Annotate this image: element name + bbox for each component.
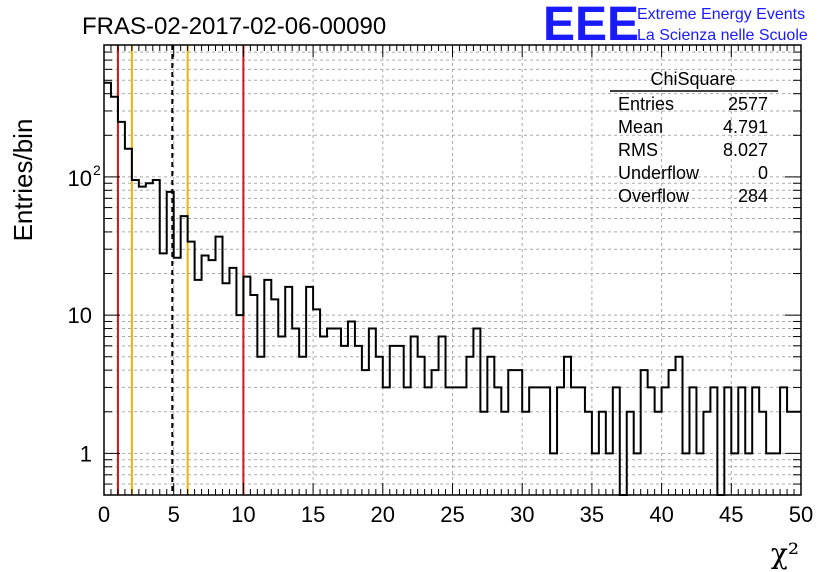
y-tick-label: 10	[68, 166, 92, 191]
x-tick-label: 0	[98, 502, 110, 527]
x-tick-label: 10	[231, 502, 255, 527]
stats-label: RMS	[618, 140, 658, 160]
y-tick-exponent: 2	[93, 162, 101, 178]
x-tick-label: 50	[789, 502, 813, 527]
x-tick-label: 40	[649, 502, 673, 527]
x-tick-label: 30	[510, 502, 534, 527]
logo-mark: EEE	[543, 0, 639, 51]
x-tick-label: 20	[371, 502, 395, 527]
stats-value: 2577	[728, 94, 768, 114]
y-tick-label: 10	[68, 303, 92, 328]
stats-title: ChiSquare	[650, 69, 735, 89]
y-axis-title: Entries/bin	[8, 119, 38, 242]
stats-label: Entries	[618, 94, 674, 114]
stats-label: Mean	[618, 117, 663, 137]
logo-line-1: Extreme Energy Events	[637, 6, 805, 23]
stats-value: 4.791	[723, 117, 768, 137]
logo-line-2: La Scienza nelle Scuole	[637, 27, 808, 44]
x-tick-label: 5	[168, 502, 180, 527]
x-tick-label: 25	[440, 502, 464, 527]
chart-title: FRAS-02-2017-02-06-00090	[82, 13, 386, 40]
x-axis-ticks: 0 5 10 15 20 25 30 35 40 45 50	[98, 45, 813, 527]
x-tick-label: 15	[301, 502, 325, 527]
x-axis-title: χ²	[771, 537, 799, 570]
stats-label: Underflow	[618, 163, 700, 183]
stats-box: ChiSquare Entries 2577 Mean 4.791 RMS 8.…	[610, 69, 778, 206]
histogram-line	[104, 81, 801, 496]
stats-value: 0	[758, 163, 768, 183]
stats-label: Overflow	[618, 186, 690, 206]
stats-value: 284	[738, 186, 768, 206]
stats-value: 8.027	[723, 140, 768, 160]
y-tick-label: 1	[80, 441, 92, 466]
x-tick-label: 45	[719, 502, 743, 527]
x-tick-label: 35	[580, 502, 604, 527]
